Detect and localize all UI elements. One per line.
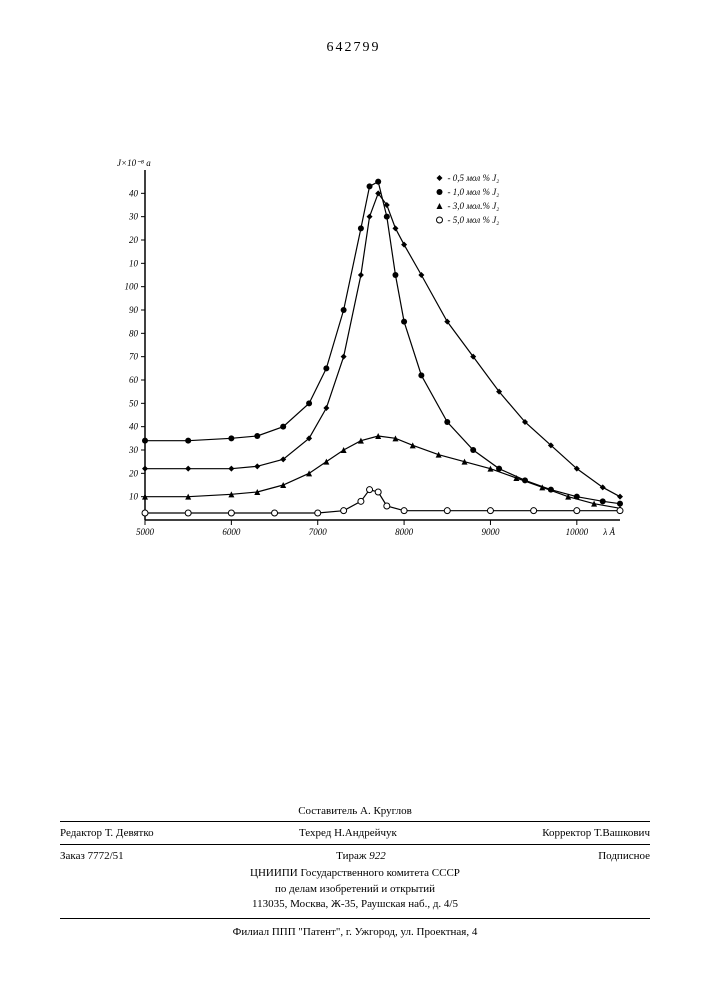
editor-text: Редактор Т. Девятко — [60, 826, 154, 841]
svg-text:J×10⁻⁸ a: J×10⁻⁸ a — [117, 158, 151, 168]
svg-text:30: 30 — [128, 212, 139, 222]
subscription-text: Подписное — [598, 849, 650, 864]
tirazh-text: Тираж 922 — [336, 849, 386, 864]
order-text: Заказ 7772/51 — [60, 849, 124, 864]
spectral-chart: 5000 6000 7000 8000 9000 10000 λ Å 10 20 30 40 50 60… — [90, 150, 630, 550]
editor-label: Редактор — [60, 827, 102, 839]
svg-text:60: 60 — [129, 375, 139, 385]
editor-name: Т. Девятко — [105, 827, 154, 839]
org-line1: ЦНИИПИ Государственного комитета СССР — [60, 866, 650, 881]
tirazh-label: Тираж — [336, 850, 366, 862]
footer-org: ЦНИИПИ Государственного комитета СССР по… — [60, 866, 650, 914]
order-label: Заказ — [60, 850, 85, 862]
svg-text:9000: 9000 — [481, 527, 500, 537]
svg-text:40: 40 — [129, 422, 139, 432]
svg-text:- 5,0 мол % J₂: - 5,0 мол % J₂ — [448, 215, 500, 225]
tirazh-no: 922 — [369, 850, 386, 862]
order-no: 7772/51 — [88, 850, 124, 862]
svg-text:- 0,5 мол % J₂: - 0,5 мол % J₂ — [448, 173, 500, 183]
svg-text:10: 10 — [129, 258, 139, 268]
svg-text:5000: 5000 — [136, 527, 155, 537]
footer-order-row: Заказ 7772/51 Тираж 922 Подписное — [60, 844, 650, 866]
svg-text:λ Å: λ Å — [602, 527, 615, 537]
svg-text:40: 40 — [129, 188, 139, 198]
compiler-name: А. Круглов — [360, 805, 412, 817]
svg-text:- 3,0 мол.% J₂: - 3,0 мол.% J₂ — [448, 201, 500, 211]
svg-text:80: 80 — [129, 328, 139, 338]
svg-text:50: 50 — [129, 398, 139, 408]
svg-text:6000: 6000 — [222, 527, 241, 537]
svg-text:7000: 7000 — [309, 527, 328, 537]
org-line2: по делам изобретений и открытий — [60, 882, 650, 897]
svg-text:70: 70 — [129, 352, 139, 362]
svg-text:30: 30 — [128, 445, 139, 455]
corrector-label: Корректор — [542, 827, 591, 839]
svg-text:8000: 8000 — [395, 527, 414, 537]
svg-text:100: 100 — [125, 282, 139, 292]
footer-branch: Филиал ППП "Патент", г. Ужгород, ул. Про… — [60, 918, 650, 942]
footer-staff-row: Редактор Т. Девятко Техред Н.Андрейчук К… — [60, 821, 650, 843]
techred-text: Техред Н.Андрейчук — [299, 826, 397, 841]
svg-text:10000: 10000 — [566, 527, 589, 537]
compiler-text: Составитель А. Круглов — [298, 804, 412, 819]
techred-label: Техред — [299, 827, 331, 839]
page-number: 642799 — [327, 40, 381, 56]
svg-text:20: 20 — [129, 468, 139, 478]
techred-name: Н.Андрейчук — [334, 827, 397, 839]
footer-compiler-row: Составитель А. Круглов — [60, 800, 650, 821]
corrector-name: Т.Вашкович — [594, 827, 650, 839]
svg-text:20: 20 — [129, 235, 139, 245]
org-addr: 113035, Москва, Ж-35, Раушская наб., д. … — [60, 897, 650, 912]
svg-text:- 1,0 мол % J₂: - 1,0 мол % J₂ — [448, 187, 500, 197]
compiler-label: Составитель — [298, 805, 357, 817]
footer-block: Составитель А. Круглов Редактор Т. Девят… — [60, 800, 650, 943]
svg-text:10: 10 — [129, 492, 139, 502]
corrector-text: Корректор Т.Вашкович — [542, 826, 650, 841]
svg-text:90: 90 — [129, 305, 139, 315]
